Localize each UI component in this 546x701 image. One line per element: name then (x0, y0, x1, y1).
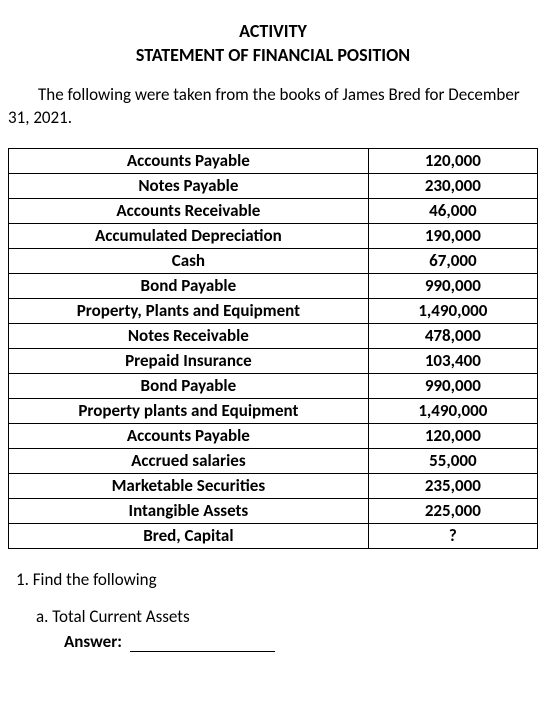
account-label: Accounts Payable (9, 423, 369, 448)
sub-question-a: a. Total Current Assets (36, 606, 538, 627)
table-row: Intangible Assets225,000 (9, 498, 538, 523)
account-value: 46,000 (368, 198, 537, 223)
activity-title-line1: ACTIVITY (8, 20, 538, 42)
account-label: Bond Payable (9, 373, 369, 398)
answer-line: Answer: (64, 631, 538, 652)
account-label: Prepaid Insurance (9, 348, 369, 373)
activity-title-line2: STATEMENT OF FINANCIAL POSITION (8, 44, 538, 66)
account-label: Accumulated Depreciation (9, 223, 369, 248)
account-value: 478,000 (368, 323, 537, 348)
table-row: Cash67,000 (9, 248, 538, 273)
table-row: Notes Receivable478,000 (9, 323, 538, 348)
account-value: 1,490,000 (368, 298, 537, 323)
account-value: 55,000 (368, 448, 537, 473)
account-label: Property plants and Equipment (9, 398, 369, 423)
answer-blank (130, 651, 275, 652)
account-value: 990,000 (368, 273, 537, 298)
account-label: Accounts Receivable (9, 198, 369, 223)
account-value: 1,490,000 (368, 398, 537, 423)
table-row: Accounts Payable120,000 (9, 423, 538, 448)
table-row: Property, Plants and Equipment1,490,000 (9, 298, 538, 323)
account-label: Notes Payable (9, 173, 369, 198)
account-value: 67,000 (368, 248, 537, 273)
account-label: Marketable Securities (9, 473, 369, 498)
account-label: Intangible Assets (9, 498, 369, 523)
accounts-table: Accounts Payable120,000 Notes Payable230… (8, 148, 538, 549)
table-row: Accumulated Depreciation190,000 (9, 223, 538, 248)
account-label: Cash (9, 248, 369, 273)
account-value: 225,000 (368, 498, 537, 523)
account-value: ? (368, 523, 537, 548)
table-row: Bond Payable990,000 (9, 373, 538, 398)
answer-label: Answer: (64, 631, 122, 652)
table-row: Marketable Securities235,000 (9, 473, 538, 498)
account-value: 230,000 (368, 173, 537, 198)
account-value: 120,000 (368, 423, 537, 448)
account-label: Notes Receivable (9, 323, 369, 348)
table-row: Accrued salaries55,000 (9, 448, 538, 473)
table-row: Accounts Payable120,000 (9, 148, 538, 173)
account-value: 120,000 (368, 148, 537, 173)
table-row: Bond Payable990,000 (9, 273, 538, 298)
account-value: 190,000 (368, 223, 537, 248)
table-row: Accounts Receivable46,000 (9, 198, 538, 223)
account-label: Bred, Capital (9, 523, 369, 548)
question-heading: 1. Find the following (16, 569, 538, 590)
account-label: Accounts Payable (9, 148, 369, 173)
table-row: Prepaid Insurance103,400 (9, 348, 538, 373)
account-label: Property, Plants and Equipment (9, 298, 369, 323)
table-row: Bred, Capital? (9, 523, 538, 548)
account-value: 103,400 (368, 348, 537, 373)
account-label: Bond Payable (9, 273, 369, 298)
account-value: 235,000 (368, 473, 537, 498)
accounts-table-body: Accounts Payable120,000 Notes Payable230… (9, 148, 538, 548)
table-row: Notes Payable230,000 (9, 173, 538, 198)
table-row: Property plants and Equipment1,490,000 (9, 398, 538, 423)
account-value: 990,000 (368, 373, 537, 398)
account-label: Accrued salaries (9, 448, 369, 473)
intro-paragraph: The following were taken from the books … (8, 84, 538, 130)
